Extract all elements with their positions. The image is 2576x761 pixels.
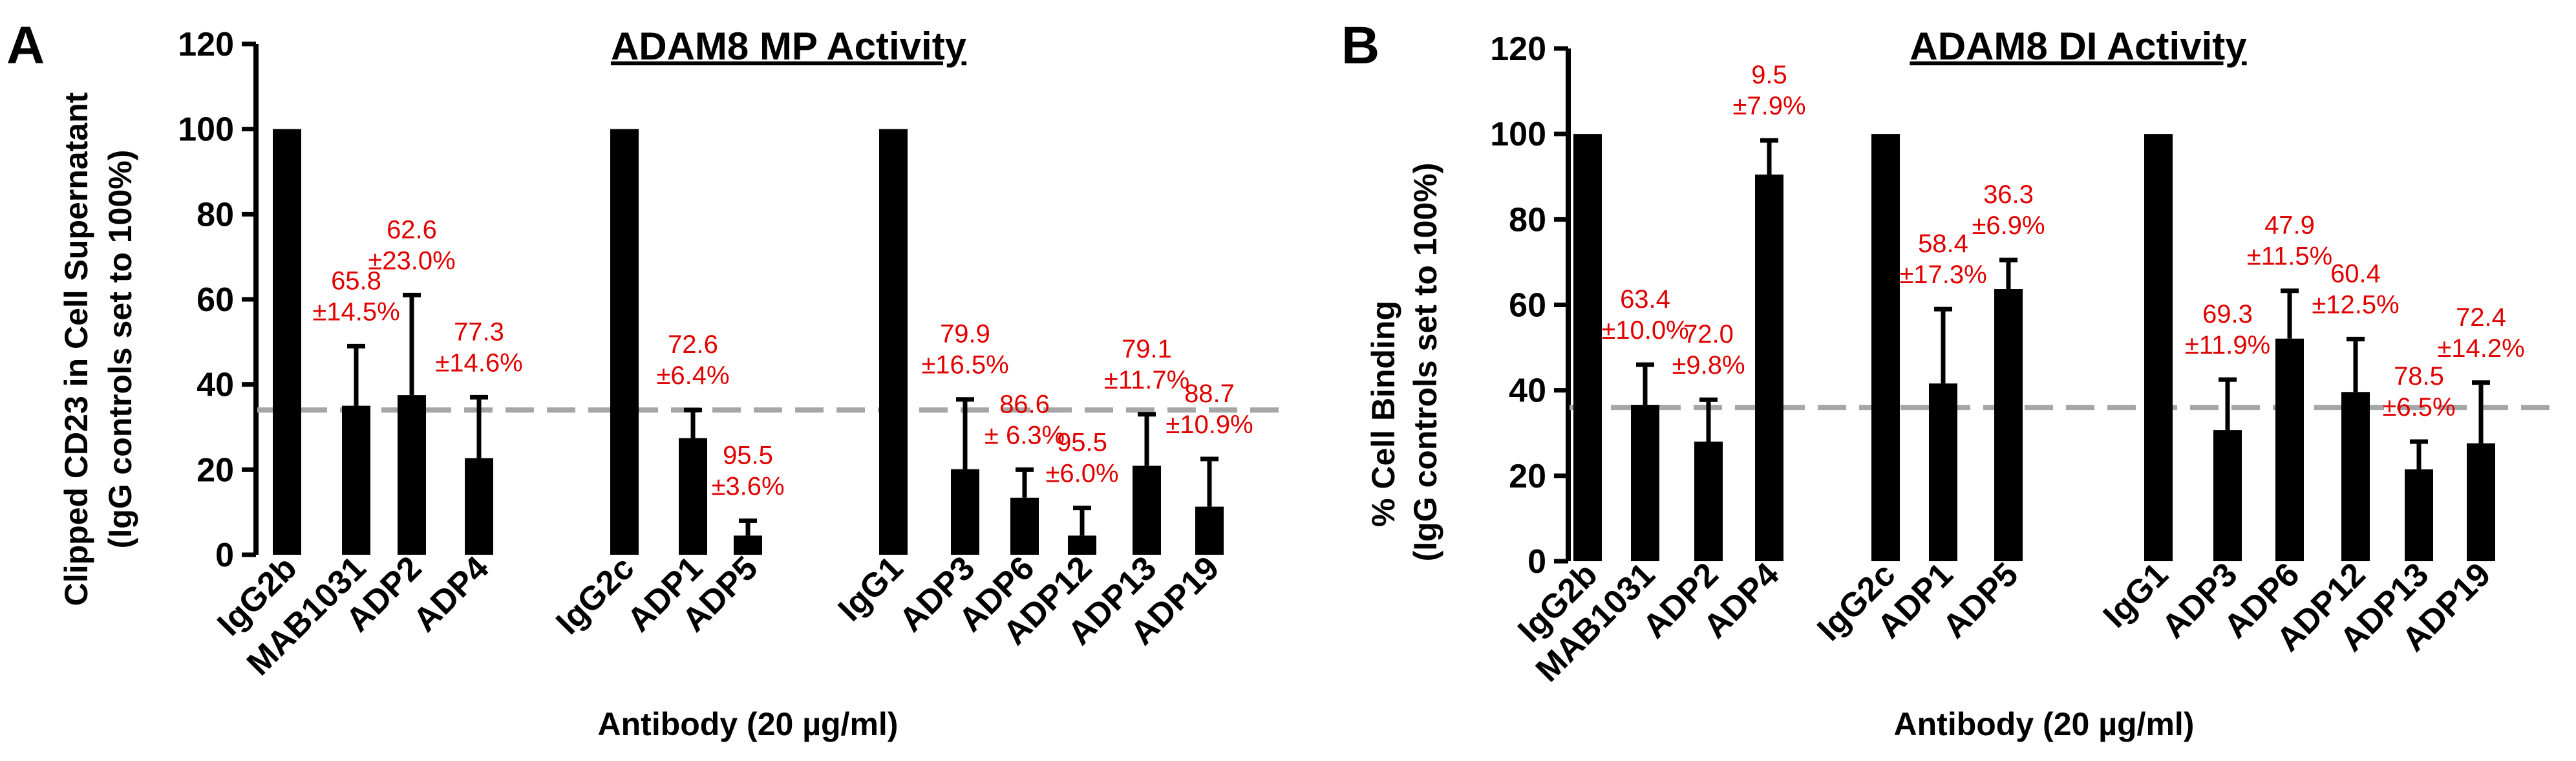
panel-a-annotation-value-adp13: 79.1: [1122, 335, 1172, 363]
panel-a-y-tick-label: 0: [215, 537, 234, 574]
panel-b-letter: B: [1341, 16, 1379, 75]
panel-b-bar-adp3: [2213, 430, 2242, 561]
panel-a-annotation-value-adp12: 95.5: [1057, 429, 1107, 457]
panel-a-annotation-sd-adp2: ±23.0%: [368, 246, 455, 275]
panel-a-annotation-value-adp6: 86.6: [999, 390, 1050, 418]
panel-b-bar-adp6: [2275, 338, 2304, 561]
panel-b-annotation-sd-adp6: ±11.5%: [2247, 242, 2332, 271]
panel-b-bar-adp19: [2467, 443, 2495, 561]
panel-a-y-tick-label: 60: [197, 281, 234, 319]
panel-a-bar-adp19: [1195, 506, 1224, 555]
panel-a-annotation-sd-adp12: ±6.0%: [1045, 460, 1118, 488]
panel-b-bar-adp1: [1929, 383, 1957, 561]
panel-b-annotation-value-adp2: 72.0: [1683, 320, 1734, 348]
panel-b-bar-igg1: [2144, 134, 2173, 561]
panel-b-y-tick-label: 20: [1509, 458, 1546, 495]
panel-b-annotation-value-adp6: 47.9: [2264, 211, 2315, 240]
panel-b-annotation-value-mab1031: 63.4: [1620, 285, 1670, 314]
panel-a-bar-adp1: [679, 438, 707, 555]
panel-a-bar-mab1031: [342, 405, 370, 555]
panel-b-annotation-value-adp1: 58.4: [1918, 230, 1968, 258]
panel-a-annotation-sd-adp19: ±10.9%: [1166, 411, 1253, 439]
panel-a-y-tick-label: 120: [178, 26, 234, 63]
panel-a-annotation-sd-mab1031: ±14.5%: [312, 297, 399, 326]
panel-b-annotation-value-adp4: 9.5: [1751, 61, 1787, 89]
panel-b-bar-igg2b: [1573, 134, 1602, 561]
panel-b-y-tick-label: 80: [1509, 201, 1546, 239]
panel-b-y-tick-label: 100: [1490, 116, 1546, 153]
panel-a-annotation-value-adp1: 72.6: [668, 330, 718, 359]
panel-b-annotation-value-adp19: 72.4: [2456, 303, 2506, 332]
panel-a-y-tick-label: 40: [197, 367, 234, 404]
panel-b-annotation-value-adp12: 60.4: [2330, 259, 2381, 288]
panel-b-annotation-sd-mab1031: ±10.0%: [1601, 316, 1688, 345]
panel-b-annotation-sd-adp13: ±6.5%: [2382, 393, 2455, 422]
panel-a-bar-adp6: [1010, 497, 1039, 555]
panel-b-ylabel-line2: (IgG controls set to 100%): [1407, 163, 1443, 562]
panel-b-y-tick-label: 40: [1509, 372, 1546, 410]
panel-b: B ADAM8 DI Activity % Cell Binding (IgG …: [1341, 16, 2555, 742]
panel-a: A ADAM8 MP Activity Clipped CD23 in Cell…: [6, 16, 1292, 742]
panel-b-y-tick-label: 0: [1528, 543, 1546, 581]
panel-b-annotation-sd-adp4: ±7.9%: [1732, 92, 1805, 120]
panel-b-annotation-value-adp3: 69.3: [2202, 300, 2253, 328]
panel-a-annotation-sd-adp4: ±14.6%: [435, 348, 522, 377]
panel-b-annotation-sd-adp2: ±9.8%: [1672, 351, 1745, 380]
panel-a-annotation-value-adp4: 77.3: [454, 317, 504, 346]
panel-a-annotation-sd-adp5: ±3.6%: [711, 472, 784, 500]
panel-b-annotation-sd-adp12: ±12.5%: [2312, 290, 2399, 319]
panel-b-title: ADAM8 DI Activity: [1910, 25, 2247, 68]
panel-a-annotation-value-adp19: 88.7: [1184, 380, 1235, 408]
panel-a-bar-igg2c: [610, 129, 639, 555]
panel-a-bar-adp13: [1133, 466, 1161, 555]
panel-b-annotation-value-adp5: 36.3: [1983, 180, 2034, 209]
panel-b-xlabel: Antibody (20 µg/ml): [1894, 706, 2195, 742]
panel-a-annotation-sd-adp13: ±11.7%: [1104, 366, 1189, 394]
panel-a-bar-adp12: [1068, 535, 1096, 555]
panel-a-y-tick-label: 100: [178, 111, 234, 149]
panel-b-bar-adp4: [1755, 174, 1783, 562]
panel-a-bar-igg2b: [273, 129, 301, 555]
panel-b-y-tick-label: 60: [1509, 287, 1546, 325]
panel-b-bar-adp2: [1694, 441, 1723, 561]
panel-a-bar-adp3: [951, 469, 979, 555]
panel-b-bar-adp12: [2341, 392, 2370, 561]
panel-b-annotation-sd-adp19: ±14.2%: [2437, 334, 2524, 363]
panel-a-ylabel-line2: (IgG controls set to 100%): [102, 150, 138, 549]
panel-a-annotation-value-mab1031: 65.8: [331, 266, 381, 295]
panel-a-bar-igg1: [879, 129, 908, 555]
panel-a-ylabel-line1: Clipped CD23 in Cell Supernatant: [58, 92, 94, 606]
panel-a-plot: 020406080100120IgG2b65.8±14.5%MAB103162.…: [178, 26, 1292, 683]
panel-a-y-tick-label: 20: [197, 451, 234, 489]
panel-a-annotation-value-adp2: 62.6: [387, 215, 437, 244]
panel-b-annotation-value-adp13: 78.5: [2394, 362, 2444, 391]
panel-b-bar-mab1031: [1631, 405, 1659, 561]
panel-a-annotation-sd-adp6: ± 6.3%: [985, 421, 1065, 449]
panel-b-bar-adp13: [2405, 469, 2433, 561]
panel-b-bar-igg2c: [1871, 134, 1900, 561]
panel-a-bar-adp5: [734, 535, 762, 555]
panel-b-annotation-sd-adp1: ±17.3%: [1899, 261, 1986, 289]
panel-a-bar-adp4: [465, 458, 493, 555]
panel-a-annotation-sd-adp1: ±6.4%: [656, 361, 729, 390]
panel-a-y-tick-label: 80: [197, 196, 234, 233]
panel-a-title: ADAM8 MP Activity: [611, 25, 967, 68]
panel-b-annotation-sd-adp5: ±6.9%: [1972, 211, 2045, 240]
panel-a-annotation-value-adp3: 79.9: [940, 320, 990, 348]
panel-b-y-tick-label: 120: [1490, 30, 1546, 68]
panel-b-bar-adp5: [1994, 289, 2023, 561]
panel-b-annotation-sd-adp3: ±11.9%: [2185, 331, 2270, 359]
panel-a-bar-adp2: [398, 395, 426, 555]
panel-b-ylabel-line1: % Cell Binding: [1365, 301, 1401, 527]
panel-a-annotation-sd-adp3: ±16.5%: [921, 351, 1008, 380]
panel-a-xlabel: Antibody (20 µg/ml): [598, 706, 899, 742]
panel-a-annotation-value-adp5: 95.5: [723, 441, 773, 469]
panel-a-letter: A: [6, 16, 45, 75]
